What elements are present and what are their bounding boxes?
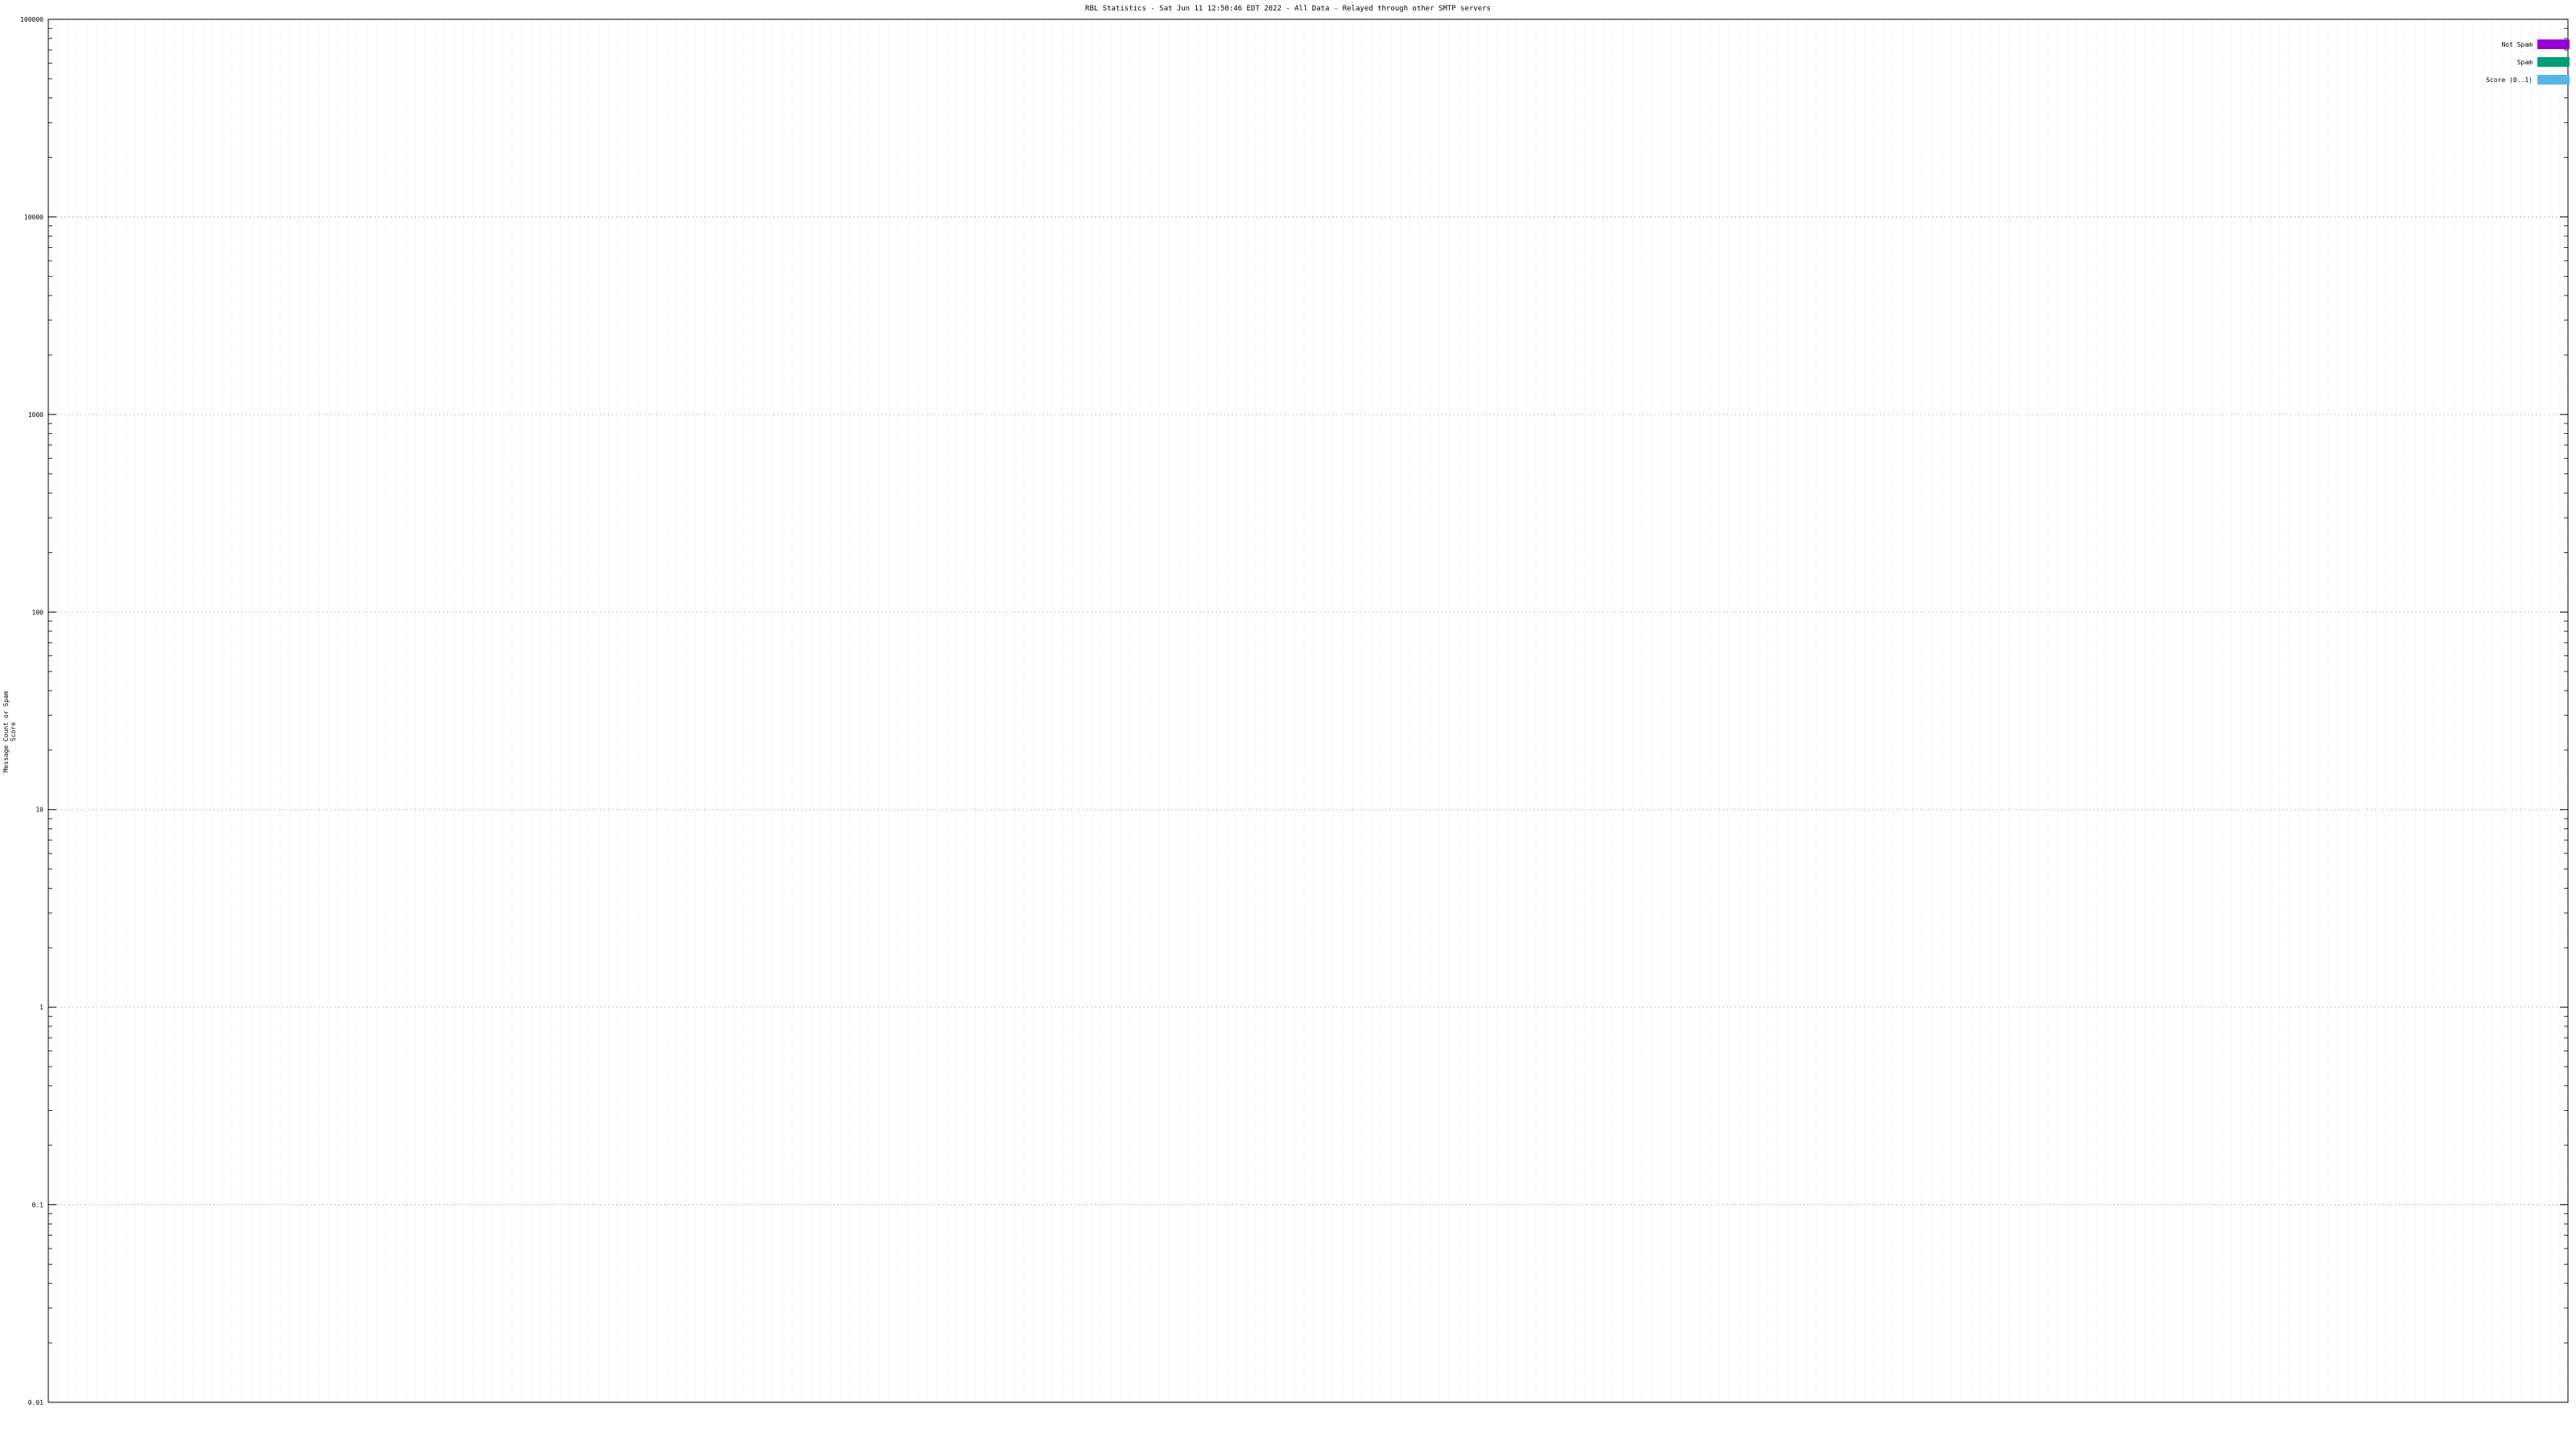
y-tick-label: 100: [32, 609, 44, 616]
y-tick-label: 10000: [24, 213, 43, 221]
gridlines: [48, 19, 2568, 1403]
legend-swatch-score: [2537, 75, 2570, 85]
legend-label-spam: Spam: [2516, 58, 2533, 66]
legend-swatch-not-spam: [2537, 39, 2570, 49]
legend-item-score: Score (0..1): [2473, 71, 2570, 89]
legend-label-score: Score (0..1): [2486, 76, 2533, 84]
y-tick-labels: 0.01 0.1 1 10 100 1000 10000 100000: [20, 16, 43, 1406]
y-tick-label: 10: [35, 807, 43, 814]
legend: Not Spam Spam Score (0..1): [2473, 35, 2570, 89]
y-axis-label: Message Count or Spam Score: [2, 691, 17, 773]
y-tick-label: 0.01: [28, 1399, 43, 1406]
y-tick-label: 100000: [20, 16, 43, 23]
y-tick-label: 1: [39, 1004, 43, 1011]
chart-title: RBL Statistics - Sat Jun 11 12:50:46 EDT…: [1085, 5, 1491, 13]
legend-label-not-spam: Not Spam: [2501, 40, 2533, 48]
y-tick-label: 1000: [28, 411, 43, 419]
legend-swatch-spam: [2537, 57, 2570, 67]
legend-item-not-spam: Not Spam: [2473, 35, 2570, 53]
axes: [47, 19, 2569, 1403]
legend-item-spam: Spam: [2473, 53, 2570, 71]
y-tick-label: 0.1: [32, 1202, 44, 1209]
plot-frame: [47, 19, 2569, 1403]
